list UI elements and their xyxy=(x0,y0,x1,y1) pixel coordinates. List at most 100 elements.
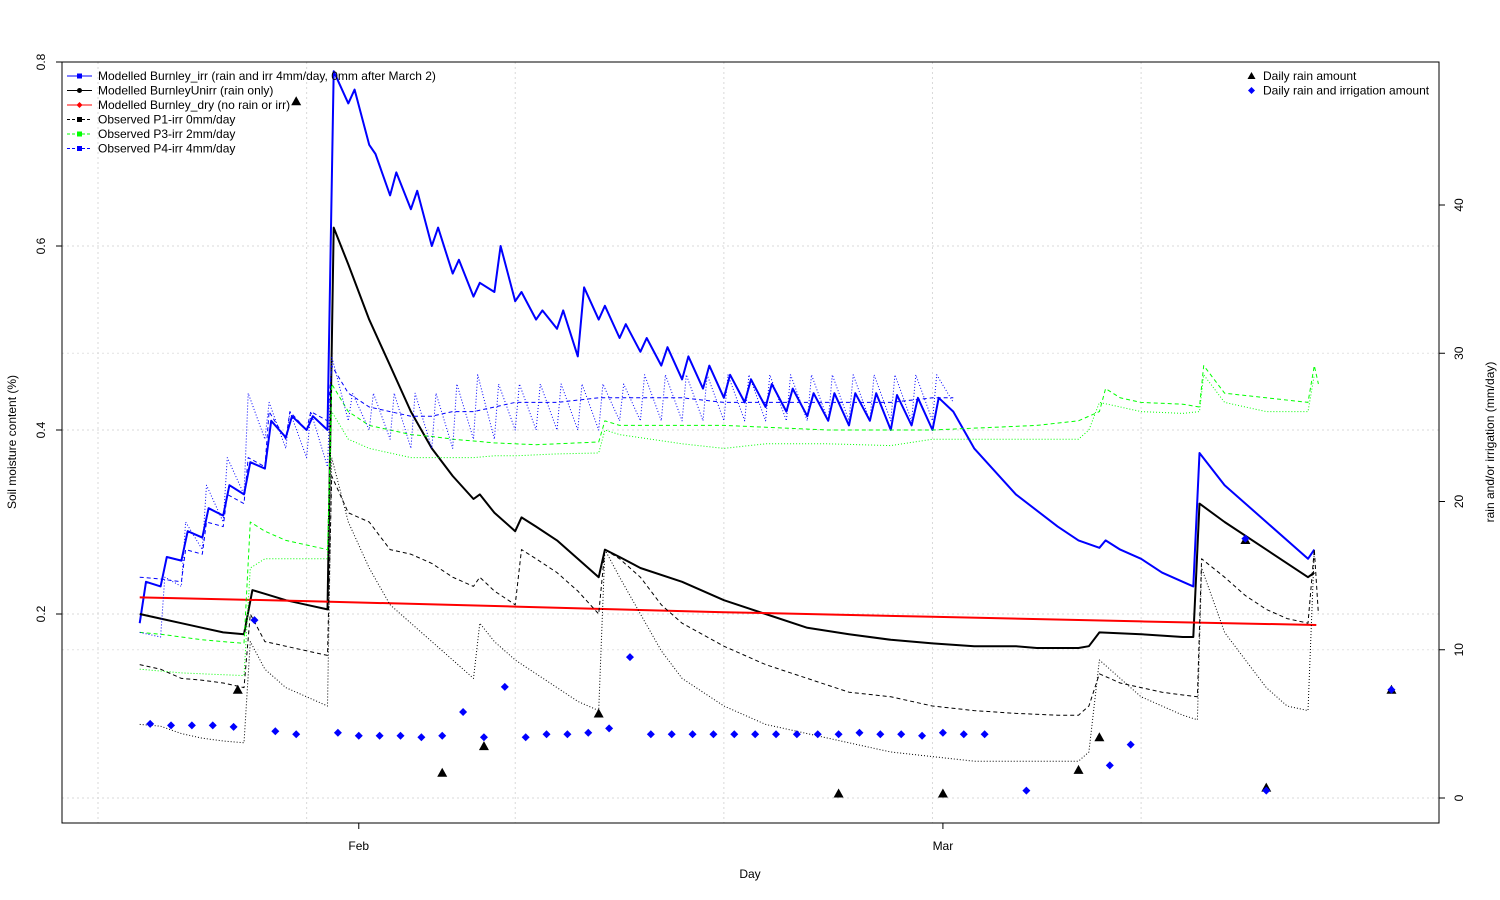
series-line-4 xyxy=(139,457,1315,762)
x-tick-label: Feb xyxy=(348,839,369,853)
rain-irr-marker-26 xyxy=(709,730,718,739)
markers-layer xyxy=(146,96,1397,798)
x-axis-title: Day xyxy=(739,867,760,881)
rain-irr-marker-29 xyxy=(772,730,781,739)
legend-label: Observed P1-irr 0mm/day xyxy=(98,113,235,127)
y-right-tick-label: 40 xyxy=(1452,198,1466,212)
rain-marker-7 xyxy=(1073,764,1084,774)
legend-left: Modelled Burnley_irr (rain and irr 4mm/d… xyxy=(67,69,436,156)
rain-irr-marker-16 xyxy=(500,682,509,691)
legend-swatch-marker xyxy=(77,73,82,79)
series-line-1 xyxy=(139,226,1315,649)
legend-swatch-marker xyxy=(76,102,83,108)
grid xyxy=(62,61,1439,823)
rain-irr-marker-8 xyxy=(333,728,342,737)
rain-irr-marker-38 xyxy=(959,730,968,739)
rain-irr-marker-43 xyxy=(1241,534,1250,543)
y-left-tick-label: 0.8 xyxy=(34,53,48,70)
legend-label: Daily rain and irrigation amount xyxy=(1263,84,1430,98)
plot-frame xyxy=(61,61,1440,824)
legend-label: Observed P4-irr 4mm/day xyxy=(98,142,235,156)
rain-irr-marker-14 xyxy=(459,708,468,717)
series-line-2 xyxy=(139,596,1317,626)
series-line-3 xyxy=(139,475,1319,716)
rain-irr-marker-31 xyxy=(813,730,822,739)
rain-irr-marker-13 xyxy=(438,731,447,740)
rain-irr-marker-7 xyxy=(292,730,301,739)
rain-irr-marker-3 xyxy=(208,721,217,730)
rain-irr-marker-44 xyxy=(1262,786,1271,795)
rain-irr-marker-4 xyxy=(229,722,238,731)
rain-irr-marker-39 xyxy=(980,730,989,739)
rain-irr-marker-12 xyxy=(417,733,426,742)
rain-irr-marker-5 xyxy=(250,616,259,625)
rain-irr-marker-9 xyxy=(354,731,363,740)
y-left-tick-label: 0.6 xyxy=(34,237,48,254)
rain-irr-marker-18 xyxy=(542,730,551,739)
rain-irr-marker-24 xyxy=(667,730,676,739)
legend-label: Daily rain amount xyxy=(1263,69,1357,83)
x-tick-label: Mar xyxy=(933,839,954,853)
rain-irr-marker-6 xyxy=(271,727,280,736)
legend-swatch-marker xyxy=(77,117,82,122)
rain-irr-marker-40 xyxy=(1022,786,1031,795)
rain-irr-marker-33 xyxy=(855,728,864,737)
rain-irr-marker-1 xyxy=(167,721,176,730)
rain-irr-marker-19 xyxy=(563,730,572,739)
y-right-tick-label: 10 xyxy=(1452,643,1466,657)
rain-marker-0 xyxy=(232,684,243,694)
legend-label: Modelled Burnley_irr (rain and irr 4mm/d… xyxy=(98,69,436,83)
rain-irr-marker-11 xyxy=(396,731,405,740)
series-line-7 xyxy=(139,365,954,583)
rain-marker-5 xyxy=(833,788,844,798)
rain-irr-marker-20 xyxy=(584,728,593,737)
y-left-tick-label: 0.4 xyxy=(34,421,48,438)
rain-marker-1 xyxy=(291,96,302,106)
axes: 0.2 0.4 0.6 0.8 0 10 20 30 40 Feb Mar xyxy=(34,53,1466,853)
rain-irr-marker-42 xyxy=(1126,740,1135,749)
rain-irr-marker-32 xyxy=(834,730,843,739)
legend-swatch-triangle xyxy=(1247,72,1256,79)
rain-irr-marker-28 xyxy=(751,730,760,739)
y-right-tick-label: 30 xyxy=(1452,346,1466,360)
series-line-8 xyxy=(139,355,954,638)
rain-irr-marker-25 xyxy=(688,730,697,739)
legend-swatch-marker xyxy=(77,88,82,93)
rain-irr-marker-10 xyxy=(375,731,384,740)
y-axis-right-title: rain and/or irrigation (mm/day) xyxy=(1483,362,1497,523)
rain-irr-marker-15 xyxy=(479,733,488,742)
y-right-tick-label: 0 xyxy=(1452,794,1466,801)
rain-irr-marker-30 xyxy=(792,730,801,739)
rain-irr-marker-22 xyxy=(625,653,634,662)
legend-swatch-diamond xyxy=(1248,87,1255,94)
rain-irr-marker-27 xyxy=(730,730,739,739)
rain-irr-marker-23 xyxy=(646,730,655,739)
y-left-tick-label: 0.2 xyxy=(34,605,48,622)
series-layer xyxy=(138,70,1319,762)
rain-irr-marker-41 xyxy=(1105,761,1114,770)
rain-marker-3 xyxy=(478,741,489,751)
rain-irr-marker-34 xyxy=(876,730,885,739)
legend-label: Observed P3-irr 2mm/day xyxy=(98,127,235,141)
rain-irr-marker-0 xyxy=(146,719,155,728)
legend-swatch-marker xyxy=(77,131,82,137)
y-right-tick-label: 20 xyxy=(1452,495,1466,509)
legend-label: Modelled BurnleyUnirr (rain only) xyxy=(98,84,273,98)
legend-swatch-marker xyxy=(77,146,82,151)
y-axis-left-title: Soil moisture content (%) xyxy=(5,375,19,509)
rain-irr-marker-35 xyxy=(897,730,906,739)
rain-marker-2 xyxy=(437,767,448,777)
series-line-0 xyxy=(138,70,1316,624)
rain-irr-marker-37 xyxy=(938,728,947,737)
rain-marker-6 xyxy=(937,788,948,798)
series-line-5 xyxy=(139,365,1319,644)
legend-label: Modelled Burnley_dry (no rain or irr) xyxy=(98,98,290,112)
rain-irr-marker-2 xyxy=(187,721,196,730)
rain-irr-marker-21 xyxy=(605,724,614,733)
rain-irr-marker-17 xyxy=(521,733,530,742)
rain-marker-4 xyxy=(593,708,604,718)
rain-irr-marker-36 xyxy=(918,731,927,740)
rain-marker-8 xyxy=(1094,732,1105,742)
